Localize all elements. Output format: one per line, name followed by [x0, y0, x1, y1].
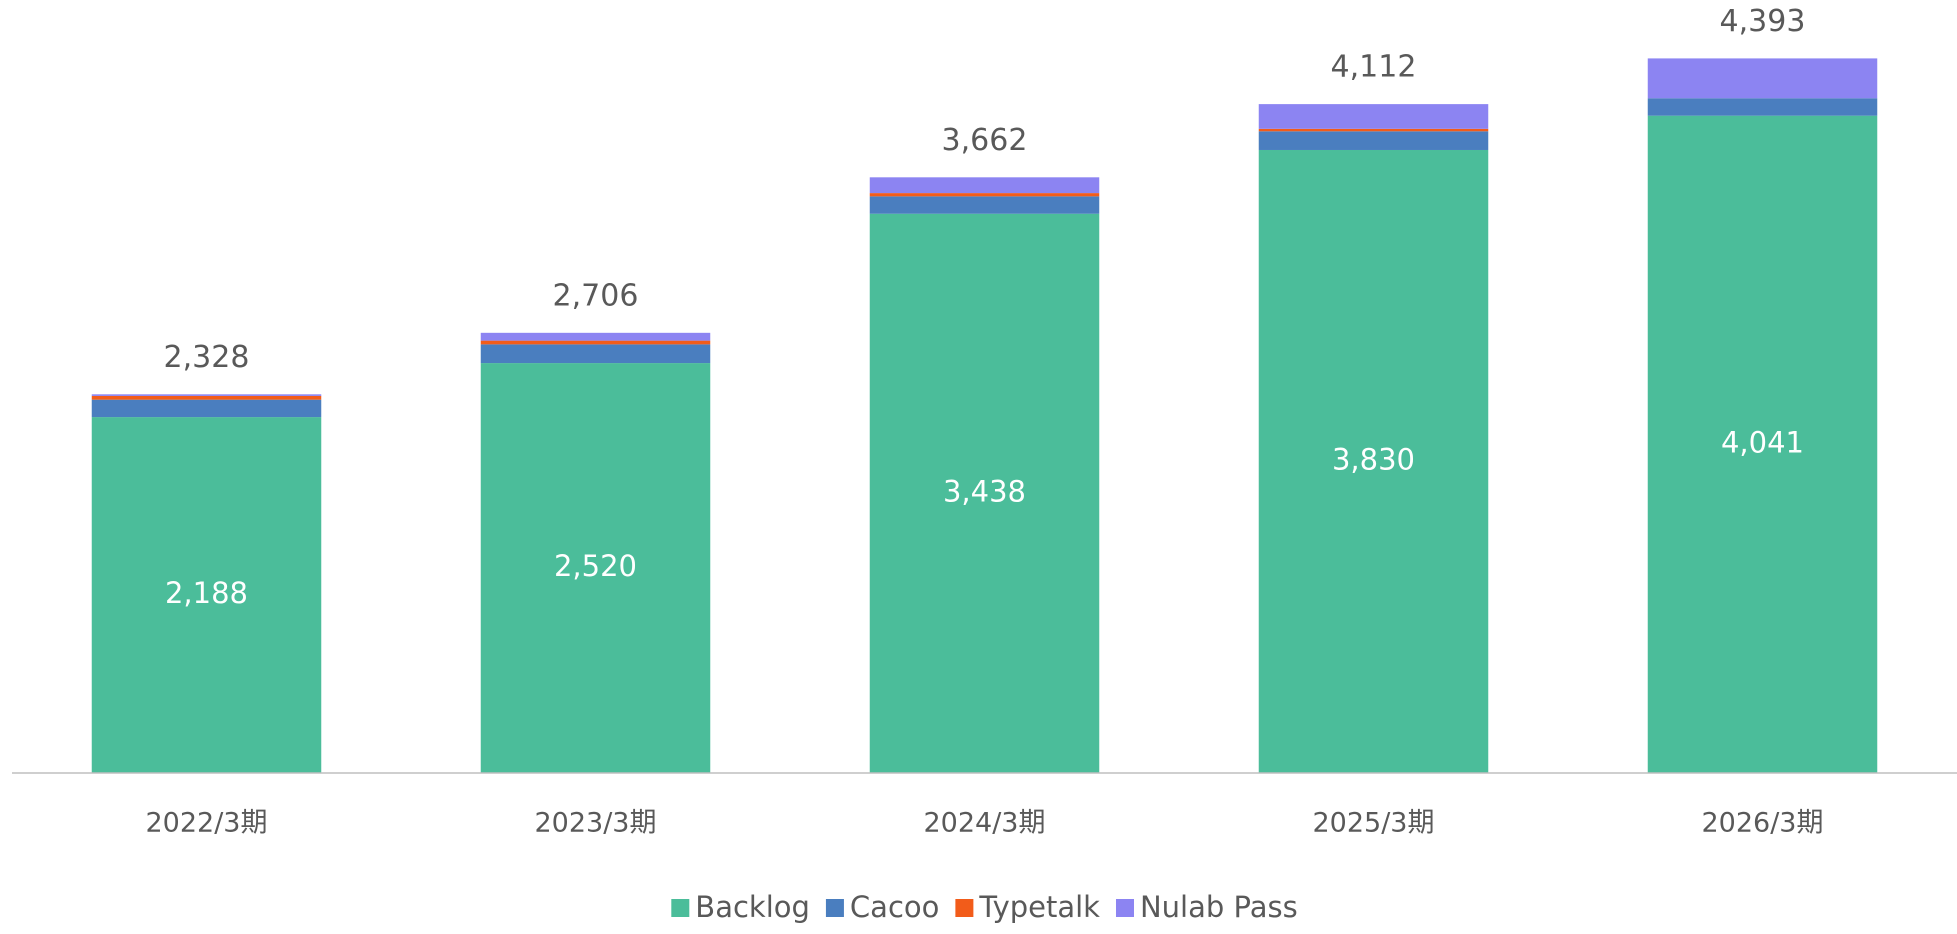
legend-label: Typetalk [978, 890, 1100, 924]
x-tick-label: 2022/3期 [146, 808, 268, 839]
data-label: 2,188 [165, 576, 248, 610]
bar-segment [91, 394, 322, 396]
legend-label: Cacoo [850, 890, 939, 924]
total-label: 2,328 [164, 340, 250, 375]
x-tick-label: 2023/3期 [535, 808, 657, 839]
bar-segment [869, 193, 1100, 197]
legend-swatch [825, 899, 844, 917]
x-tick-label: 2024/3期 [924, 808, 1046, 839]
data-label: 3,830 [1332, 442, 1415, 476]
bar-segment [1258, 104, 1489, 129]
bar-segment [1647, 115, 1878, 773]
bar-segment [1258, 131, 1489, 150]
x-tick-label: 2025/3期 [1313, 808, 1435, 839]
legend-label: Backlog [695, 890, 810, 924]
bar-segment [480, 340, 711, 345]
bar-segment [480, 332, 711, 341]
total-label: 3,662 [942, 123, 1028, 158]
data-label: 2,520 [554, 549, 637, 583]
data-label: 4,041 [1721, 425, 1804, 459]
bar-segment [91, 417, 322, 773]
bar-segment [1258, 128, 1489, 132]
bar-segment [91, 395, 322, 400]
bar-segment [869, 213, 1100, 773]
bar-segment [480, 363, 711, 773]
data-label: 3,438 [943, 474, 1026, 508]
total-label: 4,112 [1331, 50, 1417, 85]
legend-swatch [671, 899, 690, 917]
bar-segment [91, 399, 322, 418]
legend-label: Nulab Pass [1140, 890, 1298, 924]
legend-swatch [1115, 899, 1134, 917]
bar-segment [869, 177, 1100, 194]
bar-segment [1647, 98, 1878, 116]
legend-swatch [955, 899, 974, 917]
bar-segment [1647, 58, 1878, 99]
total-label: 2,706 [553, 278, 639, 313]
total-label: 4,393 [1720, 4, 1806, 39]
bar-segment [869, 196, 1100, 214]
bar-segment [1258, 149, 1489, 773]
x-tick-label: 2026/3期 [1702, 808, 1824, 839]
bar-segment [480, 344, 711, 364]
